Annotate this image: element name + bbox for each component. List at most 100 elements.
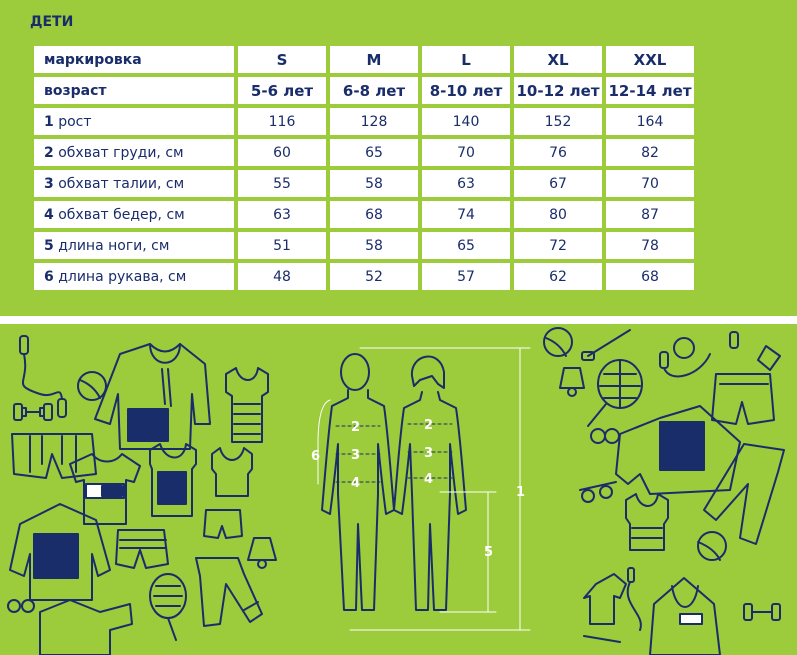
table-cell: 68 xyxy=(606,263,694,290)
tank-top-icon xyxy=(225,367,269,443)
table-cell: 78 xyxy=(606,232,694,259)
table-cell: 63 xyxy=(422,170,510,197)
size-s: S xyxy=(238,46,326,73)
figure-label-3: 3 xyxy=(351,448,360,463)
size-table: маркировка S M L XL XXL возраст 5-6 лет … xyxy=(30,42,698,294)
illustration-svg: 2 3 4 6 2 3 4 1 5 xyxy=(7,327,785,655)
table-cell: 65 xyxy=(330,139,418,166)
dumbbell-icon xyxy=(13,403,53,421)
pants-icon xyxy=(195,557,263,627)
ball-icon xyxy=(673,337,695,359)
tshirt-icon xyxy=(583,573,627,643)
shorts-icon xyxy=(711,373,775,425)
table-cell: 65 xyxy=(422,232,510,259)
figure-label-2-girl: 2 xyxy=(424,418,433,433)
table-cell: 82 xyxy=(606,139,694,166)
row-text: длина ноги, см xyxy=(58,237,170,254)
table-cell: 57 xyxy=(422,263,510,290)
ball-icon xyxy=(543,327,573,357)
row-number: 2 xyxy=(44,144,54,161)
table-cell: 58 xyxy=(330,170,418,197)
table-cell: 74 xyxy=(422,201,510,228)
size-xxl: XXL xyxy=(606,46,694,73)
hoodie-icon xyxy=(649,577,721,655)
table-cell: 5-6 лет xyxy=(238,77,326,104)
row-label: 4 обхват бедер, см xyxy=(34,201,234,228)
glasses-icon xyxy=(590,428,620,444)
table-row: 5 длина ноги, см 51 58 65 72 78 xyxy=(34,232,694,259)
table-cell: 152 xyxy=(514,108,602,135)
shuttlecock-icon xyxy=(247,537,277,569)
table-cell: 58 xyxy=(330,232,418,259)
figure-label-2: 2 xyxy=(351,420,360,435)
jump-rope-icon xyxy=(19,335,67,418)
shorts-icon xyxy=(203,509,243,539)
table-cell: 68 xyxy=(330,201,418,228)
figure-label-4-girl: 4 xyxy=(424,472,433,487)
tank-top-icon xyxy=(625,493,669,551)
row-number: 4 xyxy=(44,206,54,223)
shorts-icon xyxy=(115,529,169,569)
figure-label-3-girl: 3 xyxy=(424,446,433,461)
table-cell: 72 xyxy=(514,232,602,259)
racket-icon xyxy=(149,573,187,641)
tank-top-icon xyxy=(211,447,253,497)
size-l: L xyxy=(422,46,510,73)
table-row: 4 обхват бедер, см 63 68 74 80 87 xyxy=(34,201,694,228)
hoodie-icon xyxy=(9,503,111,601)
figure-label-4: 4 xyxy=(351,476,360,491)
table-row-marking: маркировка S M L XL XXL xyxy=(34,46,694,73)
table-cell: 140 xyxy=(422,108,510,135)
row-number: 3 xyxy=(44,175,54,192)
shuttlecock-icon xyxy=(559,345,781,397)
table-cell: 76 xyxy=(514,139,602,166)
row-label: возраст xyxy=(34,77,234,104)
chart-title: ДЕТИ xyxy=(30,14,74,30)
girl-figure xyxy=(393,355,467,611)
boy-figure xyxy=(321,353,395,611)
row-label: 1 рост xyxy=(34,108,234,135)
size-chart-section: ДЕТИ маркировка S M L XL XXL возраст 5-6… xyxy=(0,0,797,316)
table-row-age: возраст 5-6 лет 6-8 лет 8-10 лет 10-12 л… xyxy=(34,77,694,104)
jump-rope-icon xyxy=(626,567,642,631)
table-cell: 8-10 лет xyxy=(422,77,510,104)
shorts-icon xyxy=(11,433,97,479)
row-number: 6 xyxy=(44,268,54,285)
hoodie-icon xyxy=(94,343,211,450)
table-row: 1 рост 116 128 140 152 164 xyxy=(34,108,694,135)
table-cell: 70 xyxy=(606,170,694,197)
racket-icon xyxy=(587,359,643,427)
row-text: рост xyxy=(58,113,92,130)
row-text: обхват талии, см xyxy=(58,175,185,192)
illustration-section: 2 3 4 6 2 3 4 1 5 xyxy=(0,324,797,655)
tank-top-icon xyxy=(149,443,197,517)
hoodie-icon xyxy=(39,599,133,655)
table-cell: 62 xyxy=(514,263,602,290)
table-cell: 55 xyxy=(238,170,326,197)
figure-label-5: 5 xyxy=(484,545,493,560)
table-cell: 10-12 лет xyxy=(514,77,602,104)
figure-label-1: 1 xyxy=(516,485,525,500)
row-label: 2 обхват груди, см xyxy=(34,139,234,166)
table-cell: 164 xyxy=(606,108,694,135)
table-cell: 60 xyxy=(238,139,326,166)
table-cell: 63 xyxy=(238,201,326,228)
divider-band xyxy=(0,316,797,324)
row-label: 5 длина ноги, см xyxy=(34,232,234,259)
row-label: 6 длина рукава, см xyxy=(34,263,234,290)
ball-icon xyxy=(697,531,727,561)
row-text: длина рукава, см xyxy=(58,268,187,285)
row-label: 3 обхват талии, см xyxy=(34,170,234,197)
size-m: M xyxy=(330,46,418,73)
table-cell: 52 xyxy=(330,263,418,290)
row-text: обхват груди, см xyxy=(58,144,184,161)
pants-icon xyxy=(703,443,785,545)
table-cell: 116 xyxy=(238,108,326,135)
table-cell: 6-8 лет xyxy=(330,77,418,104)
table-cell: 12-14 лет xyxy=(606,77,694,104)
whistle-icon xyxy=(581,329,631,361)
tshirt-icon xyxy=(69,453,141,525)
table-cell: 48 xyxy=(238,263,326,290)
row-number: 5 xyxy=(44,237,54,254)
table-cell: 67 xyxy=(514,170,602,197)
